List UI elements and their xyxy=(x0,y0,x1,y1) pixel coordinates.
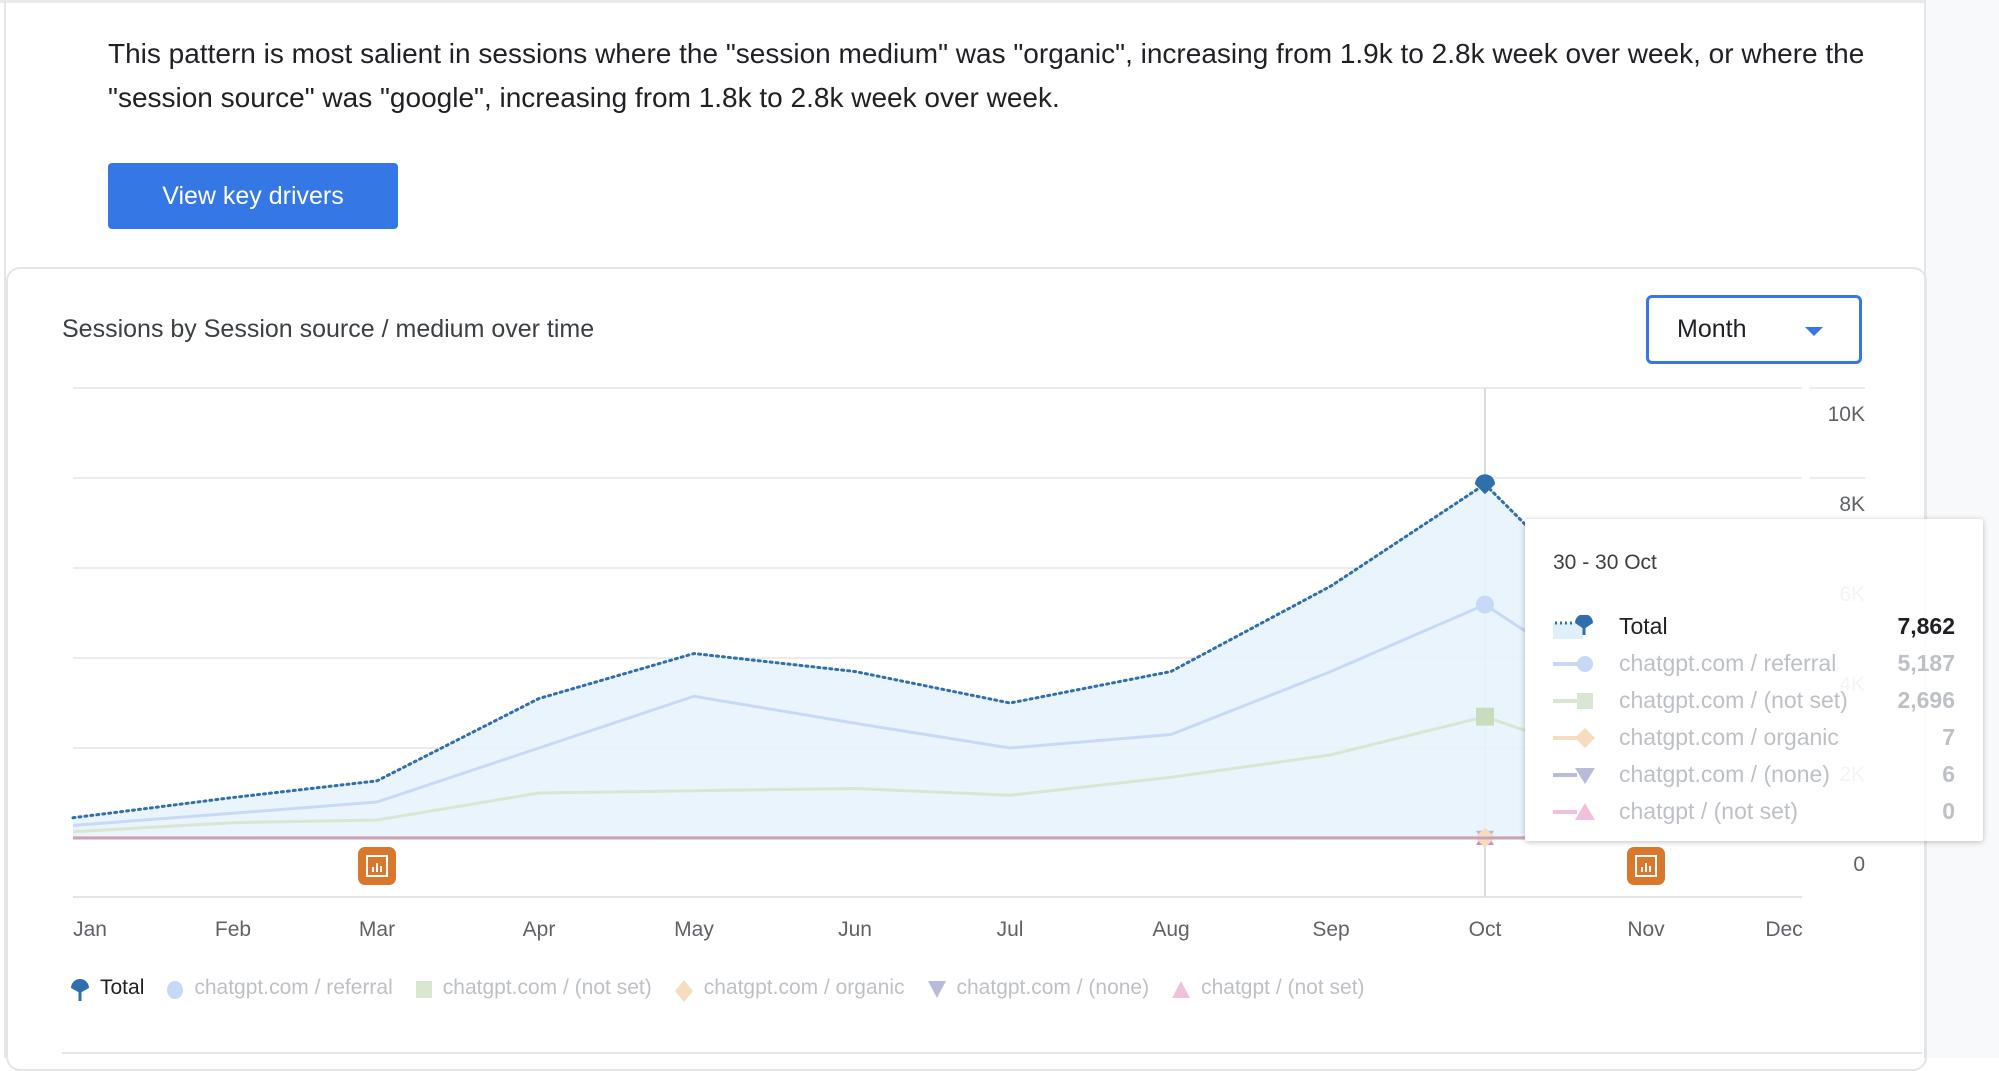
tooltip-row-value: 5,187 xyxy=(1897,650,1955,677)
x-tick-label: Feb xyxy=(215,918,251,941)
legend-item[interactable]: chatgpt.com / (none) xyxy=(927,976,1150,1000)
tooltip-row-label: Total xyxy=(1619,613,1897,640)
line-triangle-down-icon xyxy=(1553,763,1597,787)
square-marker-icon xyxy=(415,979,433,997)
tooltip-row-label: chatgpt.com / organic xyxy=(1619,724,1942,751)
pin-marker-icon xyxy=(70,979,90,997)
legend-item[interactable]: Total xyxy=(70,976,144,1000)
x-tick-label: Aug xyxy=(1152,918,1189,941)
total-area xyxy=(73,484,1525,838)
tooltip-row-value: 2,696 xyxy=(1897,687,1955,714)
y-tick-label: 10K xyxy=(1828,403,1865,426)
dotted-pin-icon xyxy=(1553,615,1597,639)
tooltip-row-value: 6 xyxy=(1942,761,1955,788)
legend-item[interactable]: chatgpt.com / organic xyxy=(674,976,905,1000)
circle-marker-icon xyxy=(166,979,184,997)
tooltip-row-label: chatgpt / (not set) xyxy=(1619,798,1942,825)
x-tick-label: Dec xyxy=(1765,918,1802,941)
tooltip-date: 30 - 30 Oct xyxy=(1553,551,1657,575)
triangle-down-marker-icon xyxy=(927,979,947,997)
y-tick-label: 0 xyxy=(1853,853,1865,876)
legend-label: chatgpt.com / organic xyxy=(704,976,905,1000)
tooltip-row: chatgpt / (not set)0 xyxy=(1553,793,1955,830)
diamond-marker-icon xyxy=(674,979,694,997)
legend-label: Total xyxy=(100,976,144,1000)
tooltip-row-value: 7 xyxy=(1942,724,1955,751)
legend-label: chatgpt / (not set) xyxy=(1201,976,1364,1000)
x-tick-label: Mar xyxy=(359,918,395,941)
tooltip-row-value: 7,862 xyxy=(1897,613,1955,640)
x-tick-label: Jun xyxy=(838,918,872,941)
x-tick-label: Jan xyxy=(73,918,107,941)
x-tick-label: Apr xyxy=(523,918,556,941)
line-square-icon xyxy=(1553,689,1597,713)
bottom-divider xyxy=(62,1052,1922,1054)
x-tick-label: Oct xyxy=(1469,918,1502,941)
tooltip-row-value: 0 xyxy=(1942,798,1955,825)
legend-item[interactable]: chatgpt.com / (not set) xyxy=(415,976,652,1000)
line-triangle-up-icon xyxy=(1553,800,1597,824)
legend-item[interactable]: chatgpt / (not set) xyxy=(1171,976,1364,1000)
legend-label: chatgpt.com / referral xyxy=(194,976,392,1000)
x-tick-label: Nov xyxy=(1627,918,1665,941)
data-point-marker xyxy=(1476,708,1494,726)
tooltip-row: chatgpt.com / (not set)2,696 xyxy=(1553,682,1955,719)
legend-item[interactable]: chatgpt.com / referral xyxy=(166,976,392,1000)
data-point-marker xyxy=(1476,596,1494,614)
line-circle-icon xyxy=(1553,652,1597,676)
legend-label: chatgpt.com / (none) xyxy=(957,976,1150,1000)
y-tick-label: 8K xyxy=(1839,493,1865,516)
x-tick-label: May xyxy=(674,918,714,941)
annotation-marker[interactable] xyxy=(358,847,396,885)
x-tick-label: Jul xyxy=(997,918,1024,941)
tooltip-row-label: chatgpt.com / (none) xyxy=(1619,761,1942,788)
tooltip-row: chatgpt.com / (none)6 xyxy=(1553,756,1955,793)
tooltip-row-label: chatgpt.com / referral xyxy=(1619,650,1897,677)
tooltip-row-label: chatgpt.com / (not set) xyxy=(1619,687,1897,714)
chart-legend: Total chatgpt.com / referral chatgpt.com /… xyxy=(70,976,1387,1000)
legend-label: chatgpt.com / (not set) xyxy=(443,976,652,1000)
annotation-marker[interactable] xyxy=(1627,847,1665,885)
triangle-up-marker-icon xyxy=(1171,979,1191,997)
x-tick-label: Sep xyxy=(1312,918,1349,941)
line-diamond-icon xyxy=(1553,726,1597,750)
